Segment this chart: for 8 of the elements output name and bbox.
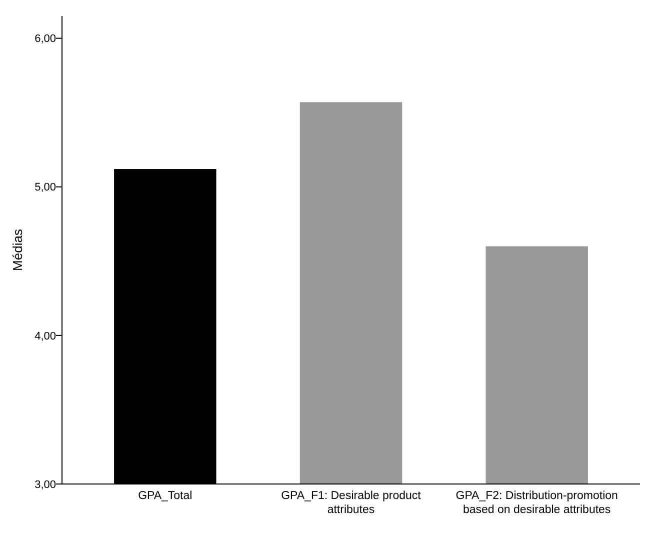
y-tick-label: 6,00 [34,33,56,46]
y-axis-title: Médias [10,228,25,271]
y-tick-label: 3,00 [34,478,56,491]
x-tick-label: GPA_F1: Desirable product attributes [281,490,422,516]
x-tick-label: GPA_F2: Distribution-promotion based on desirable attributes [456,490,618,516]
y-tick-label: 4,00 [34,330,56,342]
x-tick-label: GPA_Total [138,490,192,502]
y-tick-label: 5,00 [34,182,56,194]
